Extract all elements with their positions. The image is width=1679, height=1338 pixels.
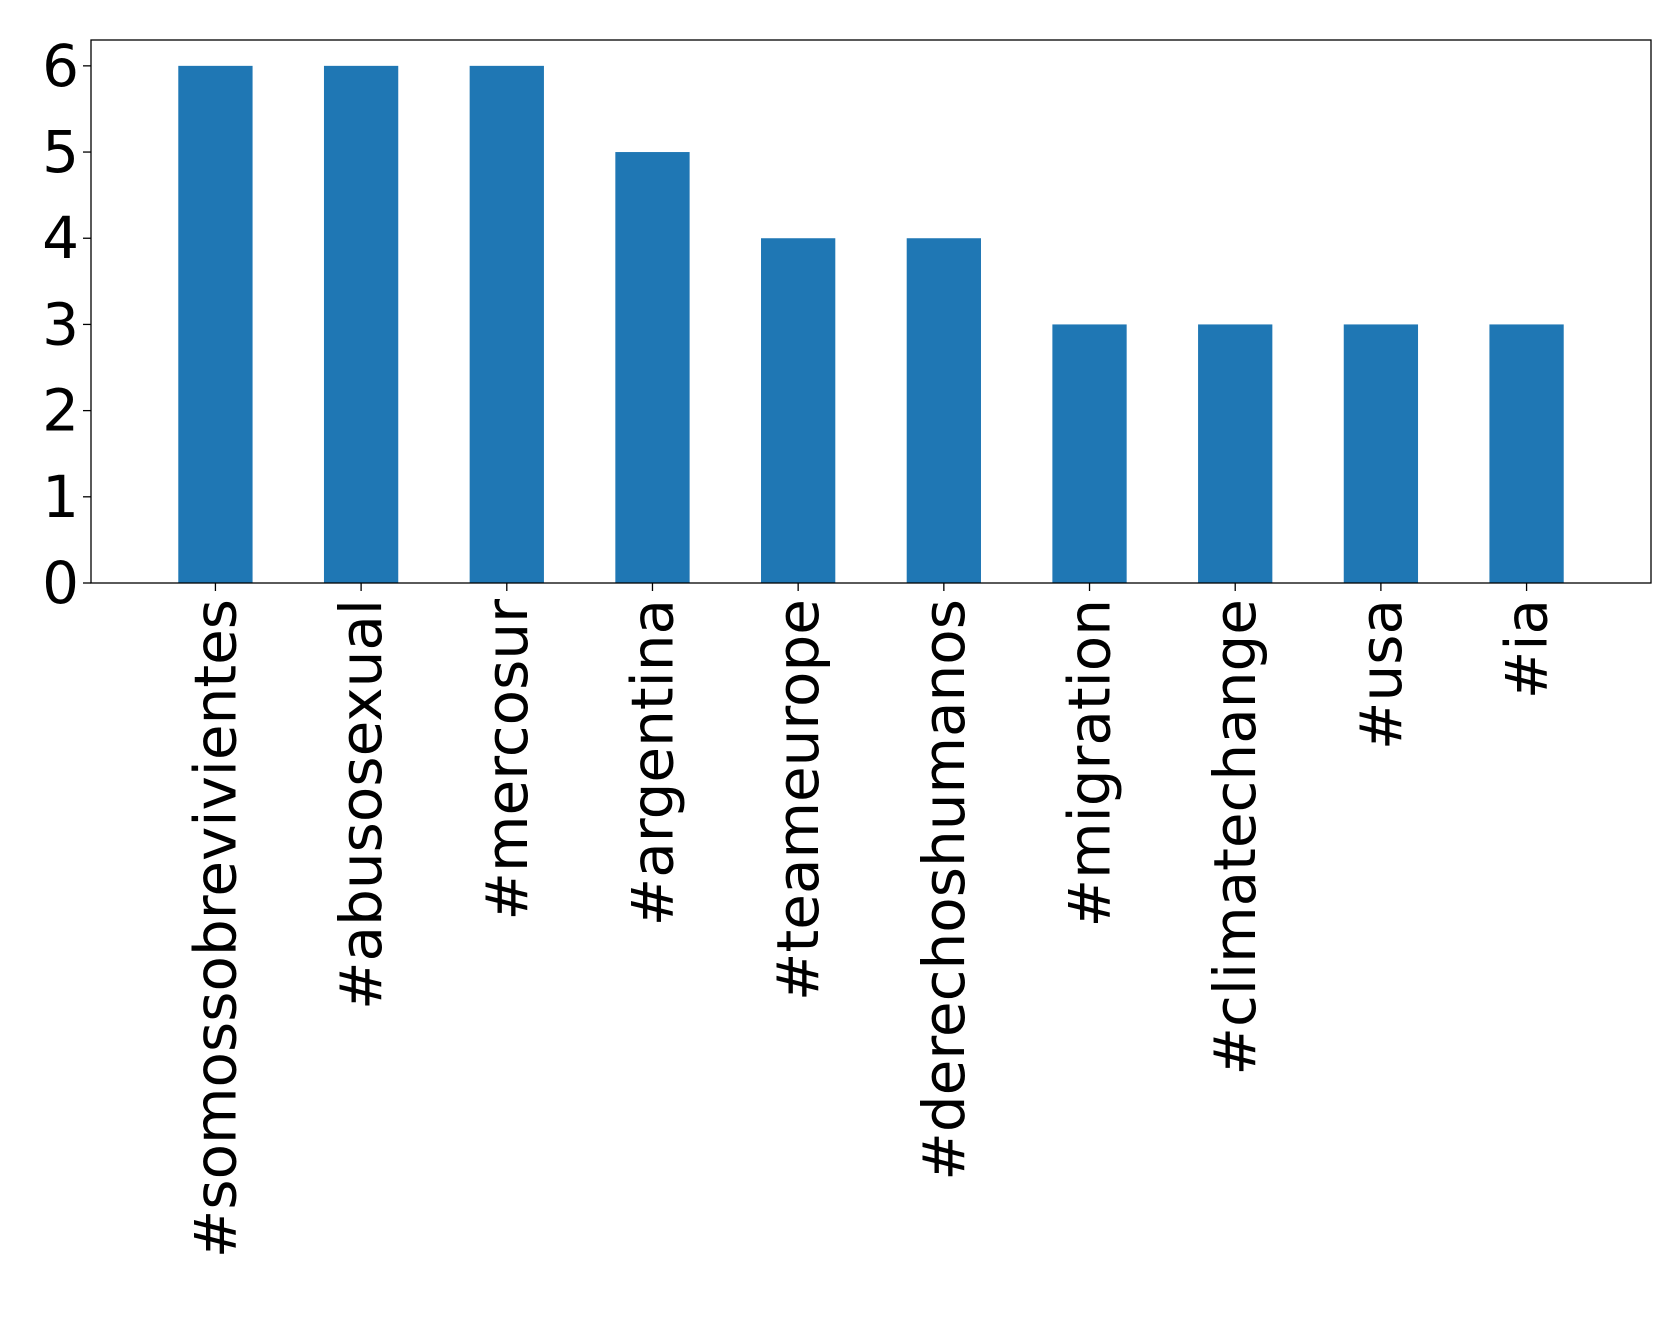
x-tick-label-0: #somossobrevivientes [181, 599, 249, 1258]
bar-5 [906, 238, 981, 583]
x-tick-label-4: #teameurope [764, 599, 832, 1001]
x-tick-label-8: #usa [1347, 599, 1415, 750]
x-tick-label-2: #mercosur [473, 599, 541, 921]
bars-layer [178, 65, 1564, 584]
bar-0 [178, 65, 253, 584]
x-tick-label-9: #ia [1493, 599, 1561, 699]
x-tick-label-6: #migration [1056, 599, 1124, 928]
bar-9 [1489, 324, 1564, 583]
x-tick-label-5: #derechoshumanos [910, 599, 978, 1181]
y-tick-label-1: 1 [42, 463, 79, 531]
bar-4 [761, 238, 836, 583]
x-tick-label-3: #argentina [618, 599, 686, 926]
bar-3 [615, 152, 690, 584]
y-tick-label-3: 3 [42, 290, 79, 358]
x-axis: #somossobrevivientes #abusosexual #mercosu… [181, 583, 1561, 1258]
y-tick-label-4: 4 [42, 204, 79, 272]
bar-6 [1052, 324, 1127, 583]
x-tick-label-7: #climatechange [1201, 599, 1269, 1076]
bar-8 [1343, 324, 1419, 583]
y-tick-label-2: 2 [42, 377, 79, 445]
y-axis: 0 1 2 3 4 5 6 [42, 32, 91, 617]
x-tick-label-1: #abusosexual [327, 599, 395, 1010]
y-tick-label-5: 5 [42, 118, 79, 186]
plot-frame [90, 39, 1652, 584]
bar-1 [323, 65, 399, 584]
y-tick-label-0: 0 [42, 549, 79, 617]
bar-2 [469, 65, 544, 584]
bar-7 [1198, 324, 1273, 583]
y-tick-label-6: 6 [42, 32, 79, 100]
